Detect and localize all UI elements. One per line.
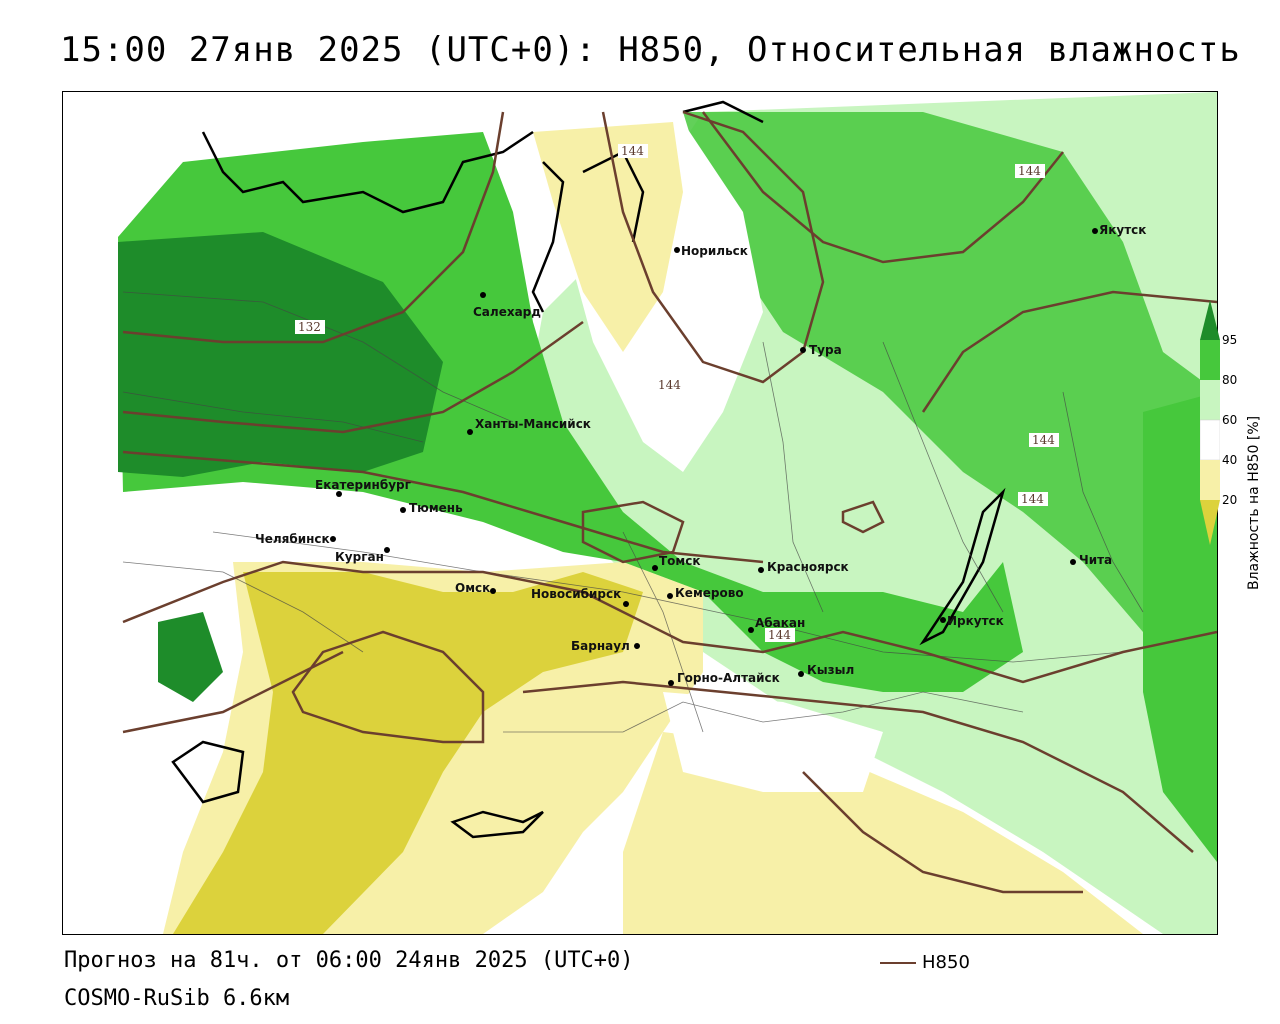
city-marker: Ханты-Мансийск [467, 417, 591, 435]
city-label: Барнаул [571, 639, 630, 653]
humidity-region-40-south [663, 692, 883, 792]
legend: H850 [880, 952, 970, 973]
city-layer: Норильск Якутск Салехард Тура Ханты-Манс… [255, 223, 1146, 686]
contour-line [702, 111, 1064, 264]
humidity-region-95-west [118, 232, 443, 477]
city-marker: Барнаул [571, 639, 640, 653]
city-marker: Кызыл [798, 663, 854, 677]
colorbar-tick-label: 95 [1222, 333, 1238, 347]
city-label: Норильск [681, 244, 748, 258]
contour-line [581, 500, 685, 564]
city-label: Новосибирск [531, 587, 621, 601]
colorbar-segment-95 [1200, 340, 1220, 380]
coastline-north [201, 130, 534, 214]
lake-balkhash [450, 810, 544, 839]
contour-line [122, 560, 1217, 684]
contour-label: 144 [768, 628, 791, 642]
city-label: Абакан [755, 616, 805, 630]
coastline-taimyr [682, 100, 764, 124]
border-layer [122, 291, 1144, 733]
colorbar-segment-80 [1200, 380, 1220, 420]
legend-line-swatch [880, 961, 916, 964]
contour-line [122, 450, 764, 564]
city-label: Тура [809, 343, 842, 357]
city-marker: Омск [455, 581, 496, 595]
contour-line [601, 110, 825, 384]
humidity-region-20-north [533, 122, 683, 352]
humidity-map: 144 144 132 144 144 144 144 Норильск Яку… [118, 92, 1217, 934]
city-label: Челябинск [255, 532, 330, 546]
city-marker: Новосибирск [531, 587, 629, 607]
city-marker: Тура [800, 343, 842, 357]
city-marker: Салехард [473, 292, 541, 319]
city-marker: Чита [1070, 553, 1112, 567]
city-label: Чита [1079, 553, 1112, 567]
city-marker: Иркутск [940, 614, 1004, 628]
city-label: Красноярск [767, 560, 849, 574]
city-label: Омск [455, 581, 490, 595]
city-marker: Екатеринбург [315, 478, 411, 497]
contour-label-layer: 144 144 132 144 144 144 144 [295, 144, 1059, 642]
city-label: Салехард [473, 305, 541, 319]
contour-line [122, 111, 505, 344]
map-area[interactable]: 144 144 132 144 144 144 144 Норильск Яку… [62, 91, 1218, 935]
city-marker: Горно-Алтайск [668, 671, 780, 686]
city-label: Тюмень [409, 501, 463, 515]
colorbar-tick-label: 60 [1222, 413, 1238, 427]
contour-label: 144 [621, 144, 644, 158]
city-marker: Томск [652, 554, 701, 571]
city-label: Горно-Алтайск [677, 671, 780, 685]
city-marker: Красноярск [758, 560, 849, 574]
contour-line [122, 650, 344, 734]
colorbar [1200, 300, 1220, 545]
city-marker: Норильск [674, 244, 748, 258]
city-label: Екатеринбург [315, 478, 411, 492]
city-marker: Кемерово [667, 586, 744, 600]
colorbar-segment-60 [1200, 419, 1220, 461]
coastline-gydan [582, 150, 645, 243]
colorbar-cap-bottom [1200, 500, 1220, 545]
legend-label: H850 [922, 952, 970, 973]
lake-baikal [919, 487, 1006, 646]
contour-label: 144 [1021, 492, 1044, 506]
city-label: Иркутск [947, 614, 1004, 628]
colorbar-tick-label: 40 [1222, 453, 1238, 467]
colorbar-title: Влажность на H850 [%] [1246, 415, 1262, 590]
colorbar-cap-top [1200, 300, 1220, 340]
contour-line [522, 680, 1194, 853]
contour-line [802, 771, 1083, 894]
city-marker: Курган [335, 547, 390, 564]
contour-line [291, 630, 485, 744]
colorbar-tick-label: 80 [1222, 373, 1238, 387]
coastline-yamal [531, 161, 565, 313]
humidity-region-95-small [158, 612, 223, 702]
city-marker: Челябинск [255, 532, 336, 546]
humidity-region-0-south [173, 572, 643, 934]
contour-line [841, 500, 885, 534]
city-label: Якутск [1099, 223, 1146, 237]
caspian-aral [171, 740, 245, 804]
coastline-layer [171, 100, 1006, 839]
contour-label: 144 [1032, 433, 1055, 447]
contour-line [122, 320, 584, 434]
contour-line [921, 290, 1217, 413]
h850-contour-layer [122, 110, 1217, 894]
forecast-info: Прогноз на 81ч. от 06:00 24янв 2025 (UTC… [64, 948, 634, 973]
contour-label: 144 [658, 378, 681, 392]
city-label: Ханты-Мансийск [475, 417, 591, 431]
model-name: COSMO-RuSib 6.6км [64, 986, 290, 1011]
city-label: Кемерово [675, 586, 744, 600]
humidity-region-80-far-east [1143, 392, 1217, 862]
city-label: Томск [659, 554, 701, 568]
city-label: Курган [335, 550, 384, 564]
city-marker: Абакан [748, 616, 805, 633]
chart-title: 15:00 27янв 2025 (UTC+0): H850, Относите… [60, 30, 1241, 70]
colorbar-segment-40 [1200, 460, 1220, 500]
city-marker: Якутск [1092, 223, 1146, 237]
city-label: Кызыл [807, 663, 854, 677]
city-marker: Тюмень [400, 501, 463, 515]
colorbar-tick-label: 20 [1222, 493, 1238, 507]
contour-label: 132 [298, 320, 321, 334]
contour-label: 144 [1018, 164, 1041, 178]
